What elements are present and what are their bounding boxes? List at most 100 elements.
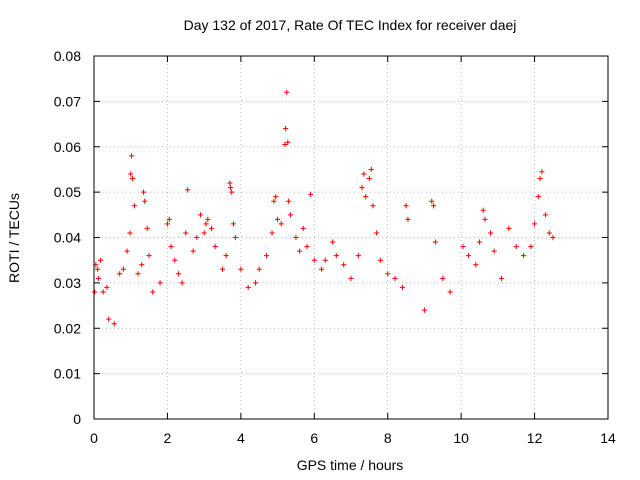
data-point [377,257,383,263]
data-point [361,171,367,177]
data-point [359,184,365,191]
data-point [432,239,439,245]
data-point [440,275,446,281]
data-point [287,212,294,218]
data-point [550,234,556,241]
y-tick-label: 0.08 [54,48,81,64]
x-tick-label: 4 [237,430,245,446]
data-point [208,225,215,232]
data-point [183,230,189,236]
data-point [348,275,354,281]
data-point [285,139,291,145]
y-tick-label: 0.06 [54,139,81,155]
data-point [304,243,310,250]
data-point [460,243,466,250]
data-point [197,212,204,218]
data-point [368,166,374,173]
data-point [542,212,549,218]
data-point [271,198,277,204]
data-point [106,316,112,322]
data-point [330,239,336,245]
data-point [190,248,196,254]
data-point [506,225,512,232]
data-point [157,280,163,286]
data-point [230,221,237,227]
data-point [232,234,238,241]
data-point [252,280,259,286]
data-point [421,307,428,313]
data-point [528,243,534,250]
data-point [229,189,235,195]
data-point [341,262,347,268]
data-point [117,271,123,277]
data-point [363,194,369,200]
data-point [370,203,376,209]
data-point [297,248,303,254]
data-point [144,225,150,232]
data-point [128,171,134,177]
x-tick-label: 14 [600,430,616,446]
data-point [431,203,437,209]
data-point [168,243,174,250]
data-point [194,234,200,241]
data-point [491,248,497,254]
data-point [480,207,486,213]
data-point [311,257,317,263]
data-point [131,203,137,209]
data-point [95,275,102,281]
x-tick-label: 8 [384,430,392,446]
data-point [513,243,519,250]
data-point [135,271,141,277]
data-point [205,216,211,222]
data-point [374,230,380,236]
data-point [124,248,130,254]
axis-ticks [93,55,609,420]
data-point [273,194,279,200]
data-point [300,225,306,232]
data-point [319,266,325,272]
data-point [429,198,435,204]
data-point [399,284,405,291]
data-point [166,216,172,222]
data-point [98,257,104,263]
data-point [128,153,135,159]
data-point [146,253,152,259]
data-point [531,221,538,227]
data-point [140,189,147,195]
data-point [227,184,234,191]
data-point [476,239,483,245]
data-point [164,221,171,227]
data-point [100,289,106,295]
data-point [405,216,411,222]
data-point [223,253,229,259]
data-point [185,187,191,193]
data-point [256,266,262,272]
data-point [482,216,488,222]
data-point [111,321,117,327]
data-point [227,180,233,186]
data-point [282,141,288,148]
data-point [487,230,494,236]
x-tick-label: 2 [164,430,172,446]
data-point [392,275,398,281]
y-tick-label: 0.01 [54,366,81,382]
chart-title: Day 132 of 2017, Rate Of TEC Index for r… [184,17,517,33]
data-point [537,175,543,182]
y-tick-label: 0.04 [54,230,81,246]
data-point [203,221,209,227]
data-point [333,253,339,259]
y-tick-label: 0 [73,411,81,427]
data-point [95,266,101,272]
y-axis-tick-labels: 0 0.01 0.02 0.03 0.04 0.05 0.06 0.07 0.08 [54,48,81,427]
data-point [238,266,244,272]
grid-lines [94,56,608,419]
data-point [269,230,275,236]
data-point [293,234,299,241]
data-point [355,253,361,259]
data-point [150,289,156,295]
y-tick-label: 0.07 [54,93,81,109]
data-point [129,175,136,182]
y-tick-label: 0.05 [54,184,81,200]
data-point [139,262,145,268]
data-point [172,257,178,263]
